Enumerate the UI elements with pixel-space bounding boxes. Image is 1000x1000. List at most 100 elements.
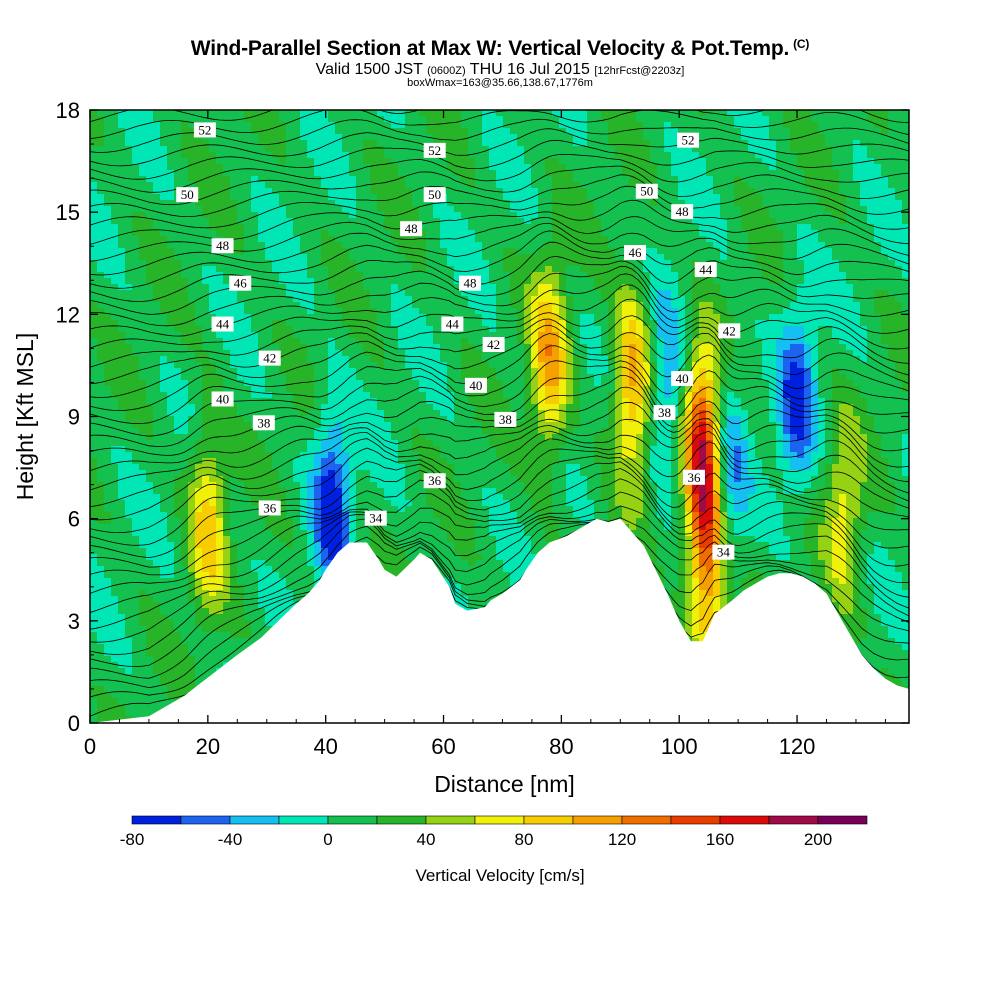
w-cell <box>398 362 406 369</box>
w-cell <box>202 374 210 381</box>
w-cell <box>223 380 231 387</box>
w-cell <box>97 656 105 663</box>
w-cell <box>279 518 287 525</box>
w-cell <box>314 566 322 573</box>
w-cell <box>97 608 105 615</box>
w-cell <box>216 662 224 669</box>
w-cell <box>328 146 336 153</box>
w-cell <box>111 284 119 291</box>
w-cell <box>356 494 364 501</box>
w-cell <box>153 194 161 201</box>
w-cell <box>209 188 217 195</box>
w-cell <box>293 170 301 177</box>
w-cell <box>230 176 238 183</box>
w-cell <box>251 602 259 609</box>
w-cell <box>405 416 413 423</box>
w-cell <box>181 362 189 369</box>
w-cell <box>244 410 252 417</box>
w-cell <box>132 338 140 345</box>
w-cell <box>342 338 350 345</box>
w-cell <box>167 248 175 255</box>
w-cell <box>230 368 238 375</box>
w-cell <box>90 458 98 465</box>
w-cell <box>237 434 245 441</box>
w-cell <box>258 542 266 549</box>
w-cell <box>202 332 210 339</box>
w-cell <box>370 482 378 489</box>
w-cell <box>104 524 112 531</box>
w-cell <box>146 596 154 603</box>
w-cell <box>342 302 350 309</box>
w-cell <box>104 530 112 537</box>
w-cell <box>146 398 154 405</box>
w-cell <box>258 284 266 291</box>
w-cell <box>111 122 119 129</box>
w-cell <box>125 440 133 447</box>
w-cell <box>398 482 406 489</box>
w-cell <box>286 326 294 333</box>
w-cell <box>384 566 392 573</box>
w-cell <box>419 434 427 441</box>
w-cell <box>160 536 168 543</box>
w-cell <box>328 398 336 405</box>
w-cell <box>132 164 140 171</box>
w-cell <box>104 392 112 399</box>
w-cell <box>412 194 420 201</box>
w-cell <box>132 380 140 387</box>
w-cell <box>160 428 168 435</box>
w-cell <box>370 206 378 213</box>
w-cell <box>321 566 329 573</box>
w-cell <box>272 398 280 405</box>
w-cell <box>209 554 217 561</box>
w-cell <box>286 116 294 123</box>
w-cell <box>237 260 245 267</box>
w-cell <box>258 314 266 321</box>
w-cell <box>160 362 168 369</box>
w-cell <box>97 476 105 483</box>
w-cell <box>244 572 252 579</box>
w-cell <box>293 434 301 441</box>
w-cell <box>139 356 147 363</box>
w-cell <box>314 554 322 561</box>
w-cell <box>97 242 105 249</box>
w-cell <box>132 476 140 483</box>
w-cell <box>314 542 322 549</box>
w-cell <box>153 464 161 471</box>
w-cell <box>300 578 308 585</box>
w-cell <box>125 404 133 411</box>
w-cell <box>188 482 196 489</box>
w-cell <box>384 206 392 213</box>
w-cell <box>132 110 140 117</box>
w-cell <box>146 182 154 189</box>
w-cell <box>342 158 350 165</box>
w-cell <box>384 134 392 141</box>
w-cell <box>90 590 98 597</box>
w-cell <box>419 308 427 315</box>
w-cell <box>335 518 343 525</box>
w-cell <box>244 524 252 531</box>
w-cell <box>321 164 329 171</box>
w-cell <box>384 548 392 555</box>
w-cell <box>335 110 343 117</box>
w-cell <box>167 524 175 531</box>
w-cell <box>272 554 280 561</box>
w-cell <box>174 200 182 207</box>
w-cell <box>111 296 119 303</box>
w-cell <box>160 302 168 309</box>
w-cell <box>209 422 217 429</box>
w-cell <box>153 422 161 429</box>
w-cell <box>335 458 343 465</box>
w-cell <box>202 590 210 597</box>
w-cell <box>97 434 105 441</box>
w-cell <box>160 470 168 477</box>
w-cell <box>118 152 126 159</box>
w-cell <box>370 224 378 231</box>
w-cell <box>153 614 161 621</box>
w-cell <box>146 602 154 609</box>
w-cell <box>90 152 98 159</box>
w-cell <box>363 488 371 495</box>
w-cell <box>293 410 301 417</box>
w-cell <box>139 230 147 237</box>
w-cell <box>300 488 308 495</box>
w-cell <box>244 302 252 309</box>
